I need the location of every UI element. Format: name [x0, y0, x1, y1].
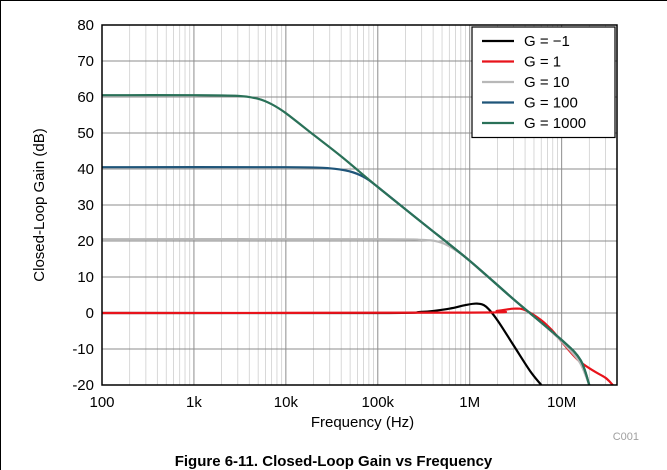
plot-area-border [101, 24, 618, 386]
y-tick-label: 30 [77, 197, 94, 214]
y-tick-label: 20 [77, 233, 94, 250]
x-tick-label: 100k [362, 394, 395, 411]
series-line-3 [102, 166, 591, 385]
legend-label: G = 1000 [524, 115, 586, 132]
y-tick-label: -10 [72, 341, 94, 358]
legend-label: G = −1 [524, 33, 570, 50]
y-tick-label: 70 [77, 53, 94, 70]
legend-label: G = 10 [524, 74, 569, 91]
x-tick-label: 10k [274, 394, 299, 411]
x-tick-label: 1M [459, 394, 480, 411]
y-tick-label: 80 [77, 17, 94, 34]
x-tick-label: 1k [186, 394, 202, 411]
series-line-4 [102, 94, 591, 385]
y-tick-label: 50 [77, 125, 94, 142]
x-tick-label: 100 [89, 394, 114, 411]
y-tick-label: -20 [72, 377, 94, 394]
legend-label: G = 100 [524, 95, 578, 112]
y-tick-label: 60 [77, 89, 94, 106]
series-line-1 [102, 307, 614, 385]
y-axis-title: Closed-Loop Gain (dB) [31, 128, 48, 281]
y-tick-label: 0 [86, 305, 94, 322]
y-tick-label: 10 [77, 269, 94, 286]
frame-top-rule [0, 0, 667, 1]
y-tick-label: 40 [77, 161, 94, 178]
x-tick-label: 10M [547, 394, 576, 411]
x-axis-title: Frequency (Hz) [311, 414, 414, 431]
legend-label: G = 1 [524, 54, 561, 71]
series-line-0 [102, 302, 543, 385]
frame-left-rule [0, 0, 1, 470]
figure-code: C001 [612, 431, 639, 443]
figure-caption: Figure 6-11. Closed-Loop Gain vs Frequen… [174, 453, 493, 470]
